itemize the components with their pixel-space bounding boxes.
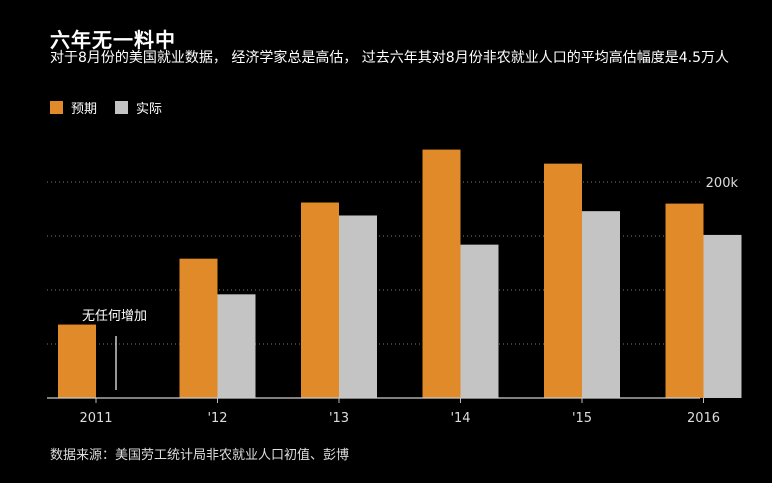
- x-tick-label: 2016: [687, 411, 720, 426]
- legend-item-actual: 实际: [115, 98, 162, 117]
- legend-swatch-expected: [50, 101, 63, 114]
- x-tick-label: '12: [207, 411, 227, 426]
- bar-actual: [582, 211, 620, 398]
- annotation-text: 无任何增加: [82, 308, 147, 324]
- y-tick-label: 200k: [706, 176, 739, 191]
- legend-label-expected: 预期: [71, 102, 98, 117]
- bar-actual: [460, 244, 499, 398]
- bar-expected: [301, 202, 339, 398]
- bar-actual: [217, 294, 256, 398]
- legend-swatch-actual: [115, 101, 129, 114]
- bar-expected: [179, 258, 218, 398]
- legend-label-actual: 实际: [136, 102, 163, 117]
- chart-subtitle: 对于8月份的美国就业数据， 经济学家总是高估， 过去六年其对8月份非农就业人口的…: [50, 50, 729, 66]
- x-tick-label: 2011: [79, 411, 112, 426]
- x-tick-label: '15: [572, 411, 592, 426]
- bar-expected: [665, 203, 704, 398]
- x-tick-label: '13: [329, 411, 349, 426]
- chart-title: 六年无一料中: [50, 28, 176, 52]
- legend: 预期 实际: [50, 98, 180, 117]
- bar-expected: [58, 324, 96, 398]
- bar-expected: [422, 149, 461, 398]
- source-note: 数据来源：美国劳工统计局非农就业人口初值、彭博: [50, 448, 350, 463]
- legend-item-expected: 预期: [50, 98, 97, 117]
- bar-expected: [544, 163, 582, 398]
- x-tick-label: '14: [450, 411, 470, 426]
- bar-actual: [339, 215, 377, 398]
- bar-actual: [703, 234, 742, 398]
